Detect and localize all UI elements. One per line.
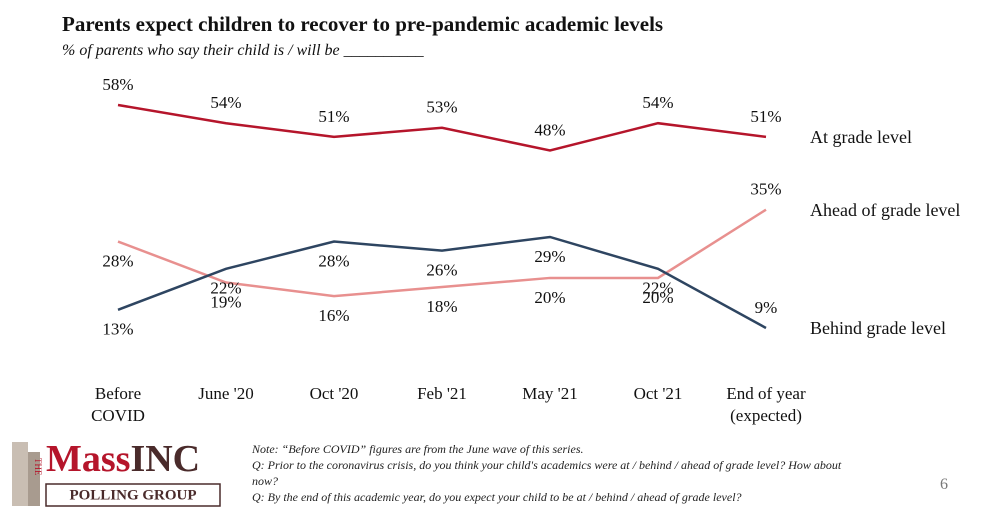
data-label: 19% [210, 292, 241, 311]
x-tick-label: Before COVID [91, 384, 145, 425]
x-tick-label: May '21 [522, 384, 578, 403]
logo-tagline: POLLING GROUP [69, 487, 196, 503]
series-label: Ahead of grade level [810, 200, 960, 220]
note: Q: By the end of this academic year, do … [252, 490, 742, 504]
data-label: 18% [426, 297, 457, 316]
data-label: 35% [750, 180, 781, 199]
note: Note: “Before COVID” figures are from th… [252, 442, 584, 456]
data-label: 9% [755, 298, 778, 317]
data-label: 51% [750, 107, 781, 126]
data-label: 53% [426, 98, 457, 117]
series-label: At grade level [810, 127, 912, 147]
notes: Note: “Before COVID” figures are from th… [252, 441, 864, 505]
data-label: 28% [102, 251, 133, 270]
data-label: 20% [534, 288, 565, 307]
data-label: 16% [318, 306, 349, 325]
logo-block [12, 442, 28, 506]
series-line [117, 235, 767, 330]
data-label: 22% [642, 279, 673, 298]
series-label: Behind grade level [810, 318, 946, 338]
series-line [117, 208, 767, 298]
data-label: 13% [102, 320, 133, 339]
page-number: 6 [940, 476, 948, 493]
note: Q: Prior to the coronavirus crisis, do y… [252, 458, 842, 488]
logo-mass: Mass [46, 438, 130, 480]
data-label: 51% [318, 107, 349, 126]
logo-mass: MassINC [46, 438, 200, 480]
data-label: 22% [210, 279, 241, 298]
data-label: 54% [642, 93, 673, 112]
data-label: 48% [534, 120, 565, 139]
chart-title: Parents expect children to recover to pr… [62, 12, 664, 36]
x-tick-label: Feb '21 [417, 384, 467, 403]
logo-box [45, 483, 221, 507]
logo-inc: INC [130, 438, 200, 480]
data-label: 29% [534, 247, 565, 266]
logo-block [28, 452, 40, 506]
x-tick-label: Oct '20 [309, 384, 359, 403]
x-tick-label: Oct '21 [633, 384, 683, 403]
chart-subtitle: % of parents who say their child is / wi… [62, 42, 424, 59]
x-tick-label: End of year (expected) [726, 384, 806, 425]
logo-the: THE [33, 458, 43, 476]
data-label: 28% [318, 251, 349, 270]
data-label: 58% [102, 75, 133, 94]
data-label: 54% [210, 93, 241, 112]
data-label: 20% [642, 288, 673, 307]
series-line [117, 103, 767, 152]
data-label: 26% [426, 261, 457, 280]
x-tick-label: June '20 [198, 384, 254, 403]
